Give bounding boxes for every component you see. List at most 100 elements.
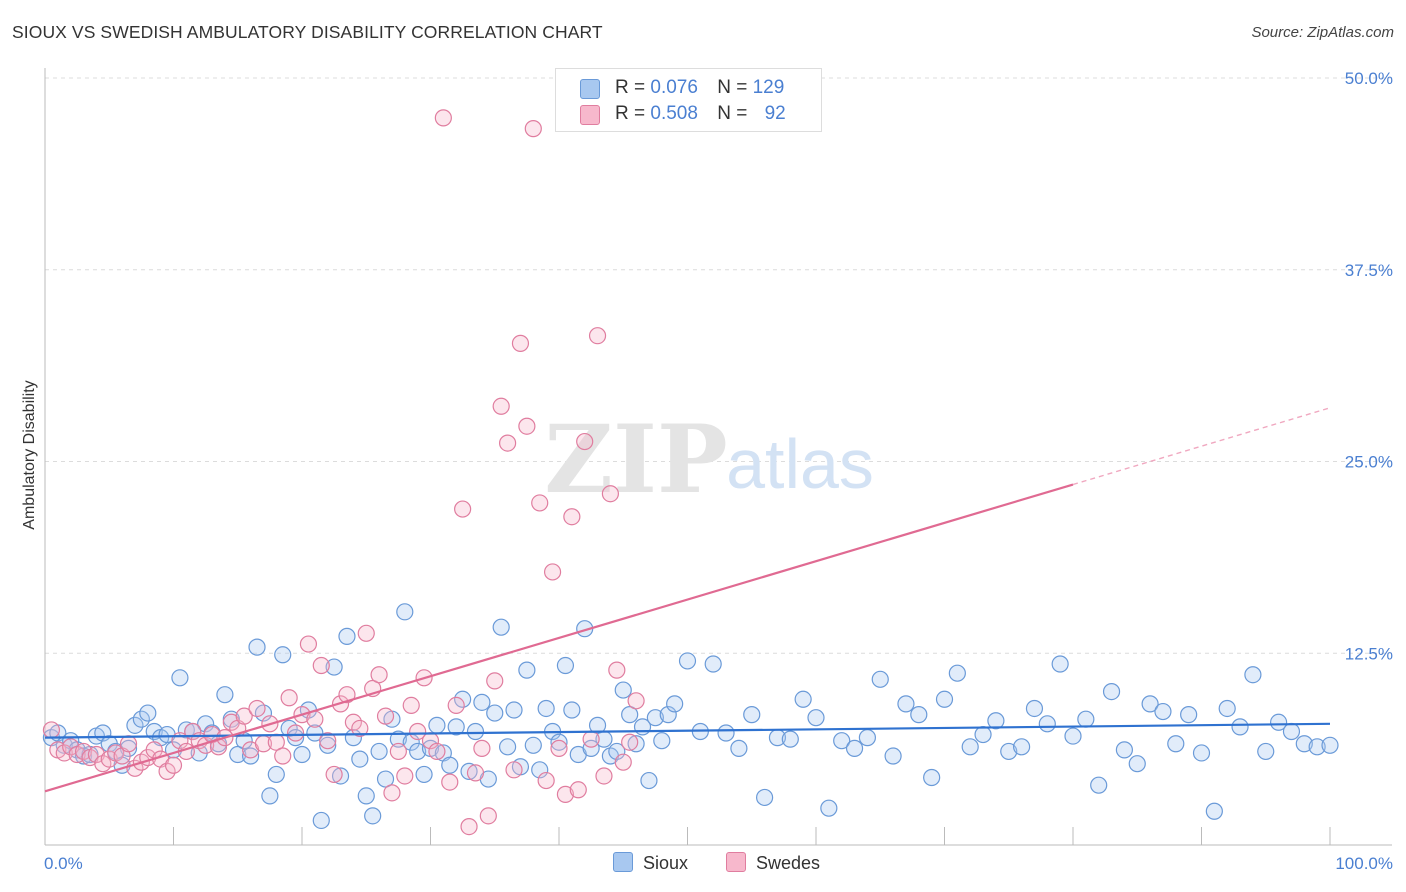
data-point-swedes [158, 762, 176, 780]
data-point-sioux [286, 729, 305, 747]
data-point-swedes [563, 508, 581, 526]
data-point-sioux [229, 745, 247, 764]
data-point-sioux [897, 695, 915, 713]
data-point-sioux [884, 747, 902, 765]
data-point-swedes [518, 417, 536, 435]
data-point-sioux [537, 699, 555, 718]
data-point-sioux [441, 756, 459, 774]
data-point-sioux [923, 768, 941, 787]
data-point-sioux [139, 704, 157, 722]
data-point-swedes [319, 732, 337, 750]
data-point-sioux [1038, 715, 1056, 733]
data-point-sioux [1167, 735, 1185, 753]
legend-swatch-sioux [580, 79, 600, 99]
data-point-swedes [614, 753, 632, 771]
data-point-sioux [261, 787, 279, 805]
data-point-sioux [910, 706, 928, 724]
data-point-swedes [357, 624, 375, 642]
data-point-swedes [434, 109, 452, 127]
data-point-swedes [441, 773, 459, 791]
stats-legend: R = 0.076 N = 129 R = 0.508 N = 92 [555, 68, 822, 132]
data-point-sioux [505, 701, 523, 719]
data-point-swedes [55, 744, 73, 762]
data-point-sioux [1244, 666, 1262, 684]
data-point-sioux [1257, 742, 1275, 761]
data-point-sioux [74, 747, 93, 765]
data-point-sioux [743, 706, 761, 724]
legend-swatch-swedes [580, 105, 600, 125]
data-point-sioux [454, 690, 472, 708]
data-point-sioux [319, 736, 337, 754]
data-point-swedes [608, 661, 626, 679]
data-point-swedes [299, 635, 318, 653]
data-point-swedes [460, 817, 478, 836]
data-point-sioux [409, 742, 427, 761]
data-point-sioux [248, 638, 266, 656]
data-point-swedes [595, 767, 613, 785]
data-point-sioux [1090, 776, 1108, 794]
data-point-sioux [646, 709, 664, 727]
data-point-sioux [781, 730, 799, 748]
data-point-sioux [794, 690, 812, 708]
y-tick-label: 12.5% [1345, 644, 1393, 663]
data-point-sioux [1295, 735, 1313, 753]
legend-r-value: 0.508 [650, 103, 698, 124]
data-point-sioux [171, 669, 189, 687]
bottom-legend-sioux: Sioux [613, 852, 688, 874]
data-point-swedes [505, 761, 523, 779]
legend-n-label: N = [717, 103, 748, 124]
data-point-sioux [1231, 718, 1249, 736]
series-swedes [42, 109, 645, 836]
data-point-sioux [274, 646, 292, 664]
data-point-sioux [325, 658, 343, 676]
x-tick-label: 0.0% [44, 854, 83, 873]
data-point-sioux [357, 787, 375, 805]
data-point-sioux [987, 712, 1005, 730]
data-point-swedes [119, 735, 138, 753]
data-point-sioux [1218, 699, 1236, 718]
y-tick-label: 37.5% [1345, 261, 1393, 280]
data-point-sioux [524, 736, 542, 754]
data-point-swedes [389, 742, 407, 761]
tick-labels: 12.5% 25.0% 37.5% 50.0% 0.0% 100.0% [44, 69, 1393, 873]
data-point-swedes [274, 747, 292, 765]
data-point-sioux [563, 701, 581, 719]
data-point-sioux [807, 709, 825, 727]
data-point-sioux [370, 742, 388, 761]
legend-label-swedes: Swedes [756, 853, 821, 873]
data-point-sioux [293, 745, 311, 764]
data-point-swedes [556, 785, 575, 803]
data-point-sioux [948, 664, 966, 682]
data-point-swedes [543, 563, 562, 581]
data-point-sioux [608, 742, 626, 761]
data-point-swedes [325, 765, 343, 784]
data-point-sioux [704, 655, 722, 673]
legend-swatch-swedes [726, 852, 746, 872]
data-point-sioux [1205, 802, 1223, 820]
trend-line-swedes-extension [1072, 407, 1331, 486]
grid-lines [45, 77, 1392, 654]
data-point-swedes [582, 730, 600, 748]
data-point-sioux [845, 739, 864, 757]
data-point-sioux [640, 771, 658, 790]
data-point-sioux [396, 603, 414, 621]
source-label: Source: ZipAtlas.com [1251, 24, 1394, 41]
watermark-zip: ZIP [544, 405, 727, 515]
data-point-sioux [1012, 738, 1031, 756]
axes [44, 68, 1392, 846]
legend-n-value: 129 [752, 77, 785, 98]
data-point-sioux [588, 716, 607, 734]
data-point-sioux [428, 716, 446, 734]
legend-r-label: R = [615, 77, 646, 98]
data-point-swedes [492, 397, 510, 415]
chart-title: SIOUX VS SWEDISH AMBULATORY DISABILITY C… [12, 22, 603, 42]
data-point-swedes [248, 699, 266, 718]
legend-r-label: R = [615, 103, 646, 124]
data-point-swedes [286, 724, 305, 742]
data-point-sioux [364, 807, 382, 825]
data-point-sioux [132, 710, 150, 728]
x-tick-label: 100.0% [1335, 854, 1393, 873]
y-tick-label: 50.0% [1345, 69, 1393, 88]
data-point-sioux [1102, 682, 1121, 701]
data-point-sioux [614, 681, 632, 699]
